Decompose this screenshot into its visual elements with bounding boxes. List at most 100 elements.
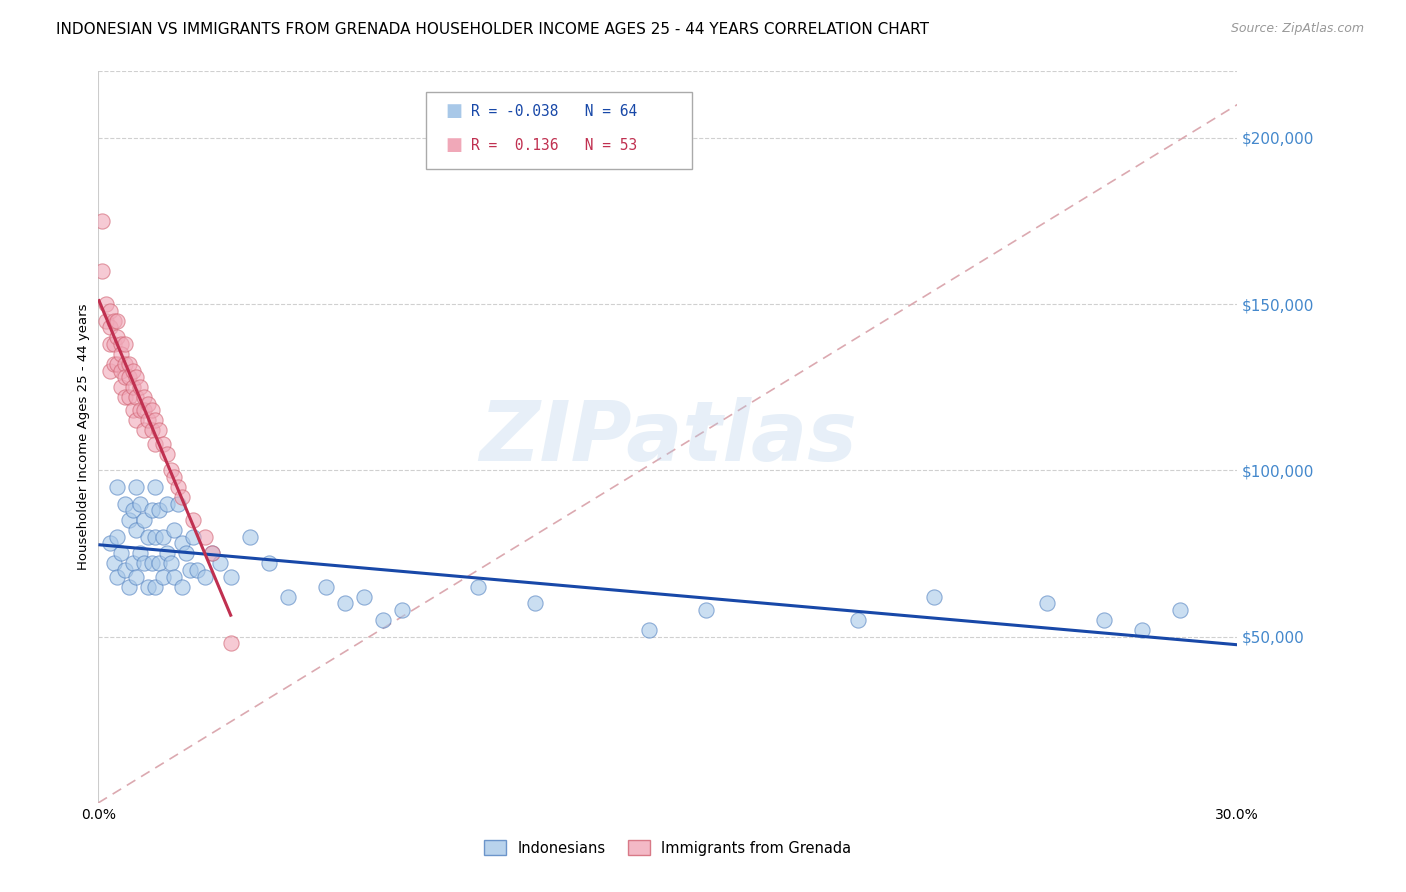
- Point: [98, 303, 121, 318]
- Point: [638, 623, 661, 637]
- Point: [221, 636, 243, 650]
- Point: [121, 403, 143, 417]
- Point: [118, 390, 141, 404]
- Point: [170, 490, 193, 504]
- Point: [125, 370, 148, 384]
- Text: ■: ■: [446, 136, 463, 154]
- Point: [194, 530, 217, 544]
- Text: ■: ■: [446, 103, 463, 120]
- Point: [103, 357, 125, 371]
- Point: [335, 596, 357, 610]
- Point: [152, 570, 174, 584]
- Point: [91, 264, 114, 278]
- Point: [167, 480, 190, 494]
- Point: [846, 613, 869, 627]
- Point: [179, 563, 201, 577]
- Point: [141, 503, 163, 517]
- Text: Source: ZipAtlas.com: Source: ZipAtlas.com: [1230, 22, 1364, 36]
- Point: [107, 530, 129, 544]
- Point: [103, 314, 125, 328]
- Point: [136, 413, 159, 427]
- Text: ZIPatlas: ZIPatlas: [479, 397, 856, 477]
- Point: [277, 590, 299, 604]
- Point: [98, 337, 121, 351]
- Point: [186, 563, 208, 577]
- Point: [141, 403, 163, 417]
- Point: [156, 497, 179, 511]
- Point: [152, 530, 174, 544]
- Point: [1132, 623, 1154, 637]
- Point: [129, 497, 152, 511]
- Point: [145, 413, 167, 427]
- Point: [121, 380, 143, 394]
- Point: [121, 363, 143, 377]
- Y-axis label: Householder Income Ages 25 - 44 years: Householder Income Ages 25 - 44 years: [77, 304, 90, 570]
- Point: [107, 480, 129, 494]
- Point: [129, 403, 152, 417]
- Point: [107, 357, 129, 371]
- Point: [103, 557, 125, 571]
- Point: [110, 337, 132, 351]
- Point: [467, 580, 489, 594]
- Point: [132, 403, 155, 417]
- Point: [107, 314, 129, 328]
- Point: [259, 557, 281, 571]
- Point: [107, 330, 129, 344]
- Point: [129, 380, 152, 394]
- Point: [170, 536, 193, 550]
- Point: [118, 580, 141, 594]
- Point: [125, 413, 148, 427]
- Point: [201, 546, 224, 560]
- Point: [98, 536, 121, 550]
- Point: [132, 390, 155, 404]
- Point: [315, 580, 337, 594]
- Point: [110, 347, 132, 361]
- Point: [136, 580, 159, 594]
- Point: [163, 570, 186, 584]
- Point: [114, 390, 136, 404]
- Point: [136, 397, 159, 411]
- Point: [208, 557, 231, 571]
- Point: [371, 613, 394, 627]
- Point: [103, 337, 125, 351]
- Point: [524, 596, 547, 610]
- Point: [114, 337, 136, 351]
- Point: [141, 557, 163, 571]
- Point: [114, 563, 136, 577]
- Point: [183, 513, 205, 527]
- Point: [129, 546, 152, 560]
- Point: [145, 436, 167, 450]
- Point: [194, 570, 217, 584]
- Point: [152, 436, 174, 450]
- Point: [163, 470, 186, 484]
- Point: [922, 590, 945, 604]
- Point: [221, 570, 243, 584]
- Point: [156, 546, 179, 560]
- Point: [1036, 596, 1059, 610]
- Point: [156, 447, 179, 461]
- Point: [125, 480, 148, 494]
- Text: R = -0.038   N = 64: R = -0.038 N = 64: [471, 104, 637, 119]
- Point: [239, 530, 262, 544]
- Point: [159, 557, 181, 571]
- Point: [163, 523, 186, 537]
- Point: [132, 557, 155, 571]
- Point: [114, 357, 136, 371]
- Point: [118, 370, 141, 384]
- Point: [148, 424, 170, 438]
- Point: [391, 603, 413, 617]
- Point: [145, 480, 167, 494]
- Point: [114, 497, 136, 511]
- Point: [110, 546, 132, 560]
- Point: [114, 370, 136, 384]
- Point: [353, 590, 375, 604]
- Point: [91, 214, 114, 228]
- Point: [145, 580, 167, 594]
- Text: INDONESIAN VS IMMIGRANTS FROM GRENADA HOUSEHOLDER INCOME AGES 25 - 44 YEARS CORR: INDONESIAN VS IMMIGRANTS FROM GRENADA HO…: [56, 22, 929, 37]
- Point: [201, 546, 224, 560]
- Point: [148, 503, 170, 517]
- Legend: Indonesians, Immigrants from Grenada: Indonesians, Immigrants from Grenada: [478, 834, 858, 862]
- Point: [125, 523, 148, 537]
- Point: [183, 530, 205, 544]
- Point: [121, 557, 143, 571]
